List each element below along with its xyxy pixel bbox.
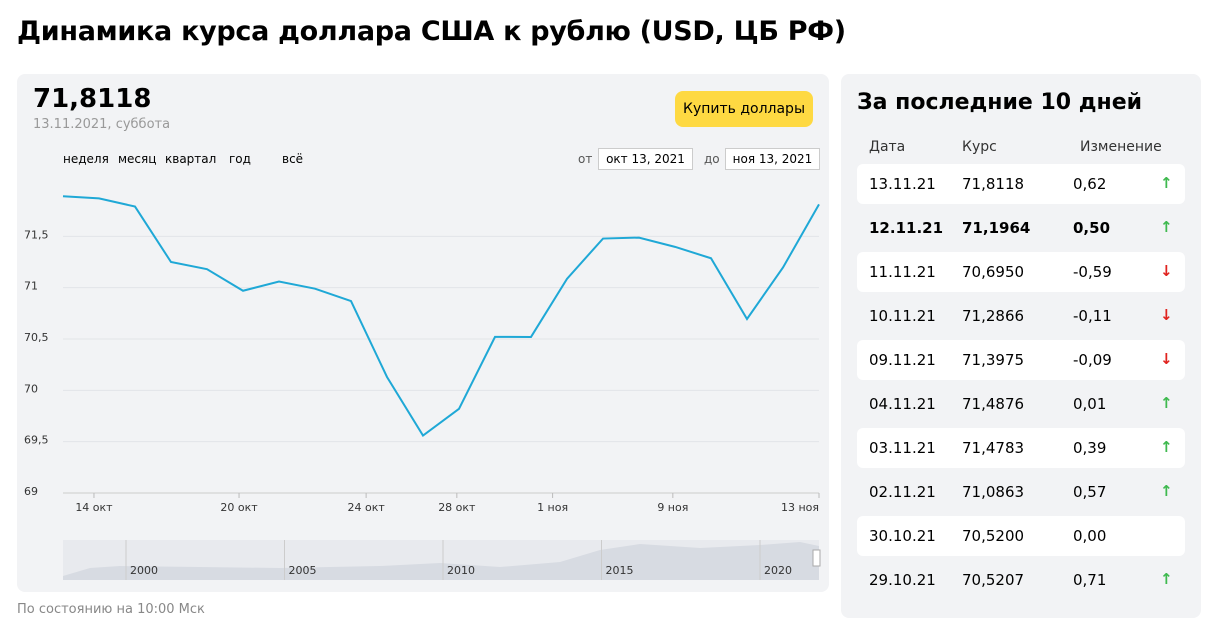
table-cell: 71,8118: [962, 175, 1025, 193]
table-row[interactable]: [857, 164, 1185, 204]
table-cell: 13.11.21: [869, 175, 936, 193]
table-cell: 04.11.21: [869, 395, 936, 413]
table-cell: 70,5200: [962, 527, 1025, 545]
table-header: Дата: [869, 139, 906, 155]
table-cell: 70,5207: [962, 571, 1025, 589]
x-tick-label: 24 окт: [347, 501, 385, 514]
navigator-year: 2015: [606, 564, 634, 577]
trend-arrow: ↓: [1160, 262, 1173, 280]
x-tick-label: 28 окт: [438, 501, 476, 514]
table-header: Изменение: [1080, 139, 1162, 155]
table-header: Курс: [962, 139, 997, 155]
table-cell: 70,6950: [962, 263, 1025, 281]
table-cell: 0,57: [1073, 483, 1107, 501]
period-tab[interactable]: квартал: [165, 152, 217, 166]
table-cell: 02.11.21: [869, 483, 936, 501]
table-cell: 0,01: [1073, 395, 1107, 413]
table-cell: -0,09: [1073, 351, 1112, 369]
table-cell: 12.11.21: [869, 219, 944, 237]
table-cell: 09.11.21: [869, 351, 936, 369]
range-from[interactable]: окт 13, 2021: [598, 148, 693, 170]
table-cell: 0,71: [1073, 571, 1107, 589]
period-tab[interactable]: месяц: [118, 152, 157, 166]
table-cell: 71,4783: [962, 439, 1025, 457]
trend-arrow: ↑: [1160, 218, 1173, 236]
table-cell: 10.11.21: [869, 307, 936, 325]
table-cell: 71,3975: [962, 351, 1025, 369]
table-cell: 71,1964: [962, 219, 1031, 237]
y-tick-label: 70: [24, 382, 38, 395]
table-cell: 71,4876: [962, 395, 1025, 413]
table-cell: 29.10.21: [869, 571, 936, 589]
table-cell: -0,59: [1073, 263, 1112, 281]
table-cell: -0,11: [1073, 307, 1112, 325]
y-tick-label: 70,5: [24, 331, 49, 344]
trend-arrow: ↓: [1160, 306, 1173, 324]
table-cell: 0,39: [1073, 439, 1107, 457]
range-to-label: до: [704, 152, 720, 166]
range-from-label: от: [578, 152, 593, 166]
table-cell: 30.10.21: [869, 527, 936, 545]
y-tick-label: 71: [24, 280, 38, 293]
table-cell: 11.11.21: [869, 263, 936, 281]
table-cell: 71,2866: [962, 307, 1025, 325]
trend-arrow: ↑: [1160, 394, 1173, 412]
period-tab[interactable]: год: [229, 152, 251, 166]
x-tick-label: 9 ноя: [657, 501, 688, 514]
trend-arrow: ↑: [1160, 438, 1173, 456]
period-tab[interactable]: всё: [282, 152, 304, 166]
table-cell: 0,50: [1073, 219, 1111, 237]
y-tick-label: 69,5: [24, 434, 49, 447]
page-title: Динамика курса доллара США к рублю (USD,…: [17, 16, 846, 47]
trend-arrow: ↑: [1160, 482, 1173, 500]
navigator-area: [63, 542, 819, 580]
trend-arrow: ↑: [1160, 570, 1173, 588]
chart: 69 69,5 70 70,5 71 71,5 14 окт 20 окт 24 окт 28 о…: [24, 195, 821, 580]
table-row[interactable]: [857, 516, 1185, 556]
price-line: [62, 195, 820, 437]
x-tick-label: 1 ноя: [537, 501, 568, 514]
x-tick-label: 14 окт: [75, 501, 113, 514]
table-row[interactable]: [857, 340, 1185, 380]
navigator-handle[interactable]: [812, 549, 821, 567]
table-row[interactable]: [857, 428, 1185, 468]
table-row[interactable]: [857, 252, 1185, 292]
navigator-year: 2020: [764, 564, 792, 577]
x-tick-label: 20 окт: [220, 501, 258, 514]
table-cell: 71,0863: [962, 483, 1025, 501]
buy-button[interactable]: Купить доллары: [675, 91, 813, 127]
period-tab[interactable]: неделя: [63, 152, 109, 166]
navigator-year: 2000: [130, 564, 158, 577]
table-cell: 0,00: [1073, 527, 1107, 545]
navigator-year: 2005: [289, 564, 317, 577]
trend-arrow: ↑: [1160, 174, 1173, 192]
current-date: 13.11.2021, суббота: [33, 117, 171, 132]
range-to[interactable]: ноя 13, 2021: [725, 148, 820, 170]
table-cell: 0,62: [1073, 175, 1107, 193]
navigator-year: 2010: [447, 564, 475, 577]
x-tick-label: 13 ноя: [781, 501, 819, 514]
y-tick-label: 69: [24, 485, 38, 498]
chart-card: [17, 74, 829, 592]
table-cell: 03.11.21: [869, 439, 936, 457]
footnote: По состоянию на 10:00 Мск: [17, 602, 205, 617]
y-tick-label: 71,5: [24, 228, 49, 241]
current-rate: 71,8118: [33, 84, 152, 114]
table-title: За последние 10 дней: [857, 90, 1143, 115]
trend-arrow: ↓: [1160, 350, 1173, 368]
